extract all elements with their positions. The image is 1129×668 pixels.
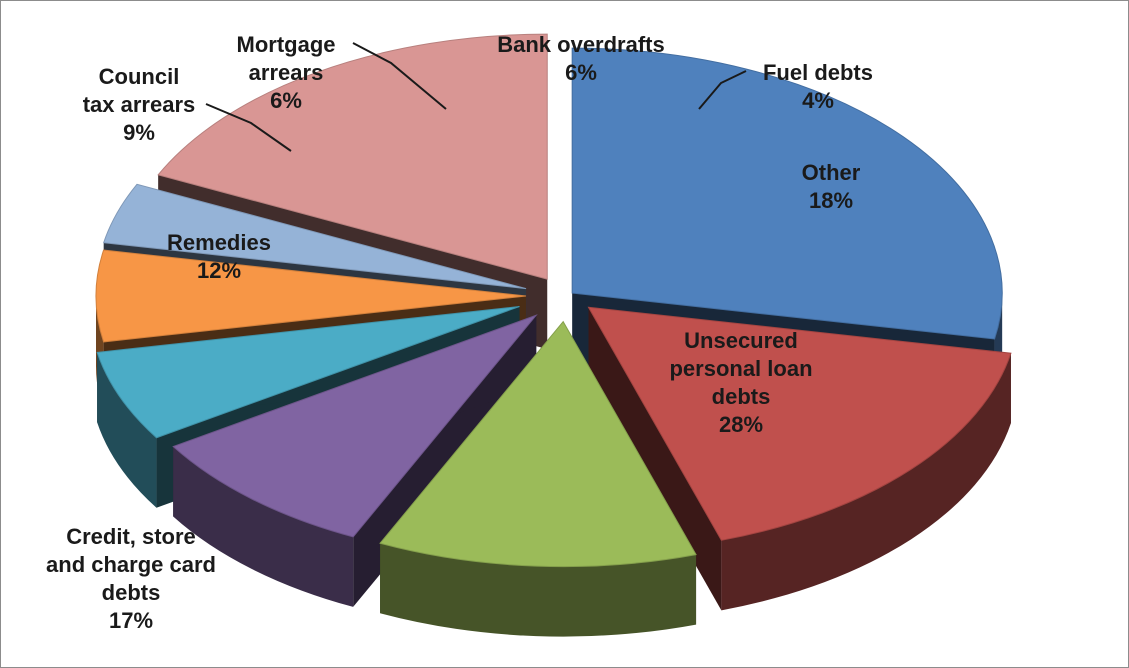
label-percent: 6% <box>270 88 302 113</box>
label-name: Remedies <box>167 230 271 255</box>
slice-remedies <box>379 320 697 568</box>
label-name: Unsecured personal loan debts <box>669 328 813 409</box>
label-other: Other 18% <box>771 159 891 215</box>
slice-side-council <box>173 446 354 607</box>
label-credit: Credit, store and charge card debts 17% <box>21 523 241 635</box>
slice-mortgage <box>96 305 520 439</box>
leader-lines <box>205 42 747 152</box>
slice-side-mortgage <box>97 352 157 508</box>
label-bank: Bank overdrafts 6% <box>471 31 691 87</box>
leader-line-mortgage <box>352 42 447 110</box>
slice-fuel <box>103 183 527 290</box>
label-percent: 4% <box>802 88 834 113</box>
label-percent: 17% <box>108 608 154 633</box>
label-unsecured: Unsecured personal loan debts 28% <box>641 327 841 439</box>
slice-bank <box>95 249 527 343</box>
label-percent: 6% <box>565 60 597 85</box>
slice-other <box>157 33 548 280</box>
label-name: Fuel debts <box>762 60 873 85</box>
label-percent: 18% <box>808 188 854 213</box>
pie-top-faces <box>95 33 1012 568</box>
label-name: Council tax arrears <box>82 64 196 117</box>
label-name: Other <box>801 160 861 185</box>
label-percent: 12% <box>196 258 242 283</box>
leader-line-fuel <box>698 70 747 110</box>
slice-side-credit <box>721 353 1011 611</box>
label-percent: 28% <box>718 412 764 437</box>
label-mortgage: Mortgage arrears 6% <box>216 31 356 115</box>
slice-wall-credit-1 <box>588 307 722 611</box>
slice-side-remedies <box>380 543 697 637</box>
label-council: Council tax arrears 9% <box>59 63 219 147</box>
label-name: Mortgage arrears <box>236 32 336 85</box>
slice-council <box>172 314 538 538</box>
slice-unsecured <box>571 47 1003 340</box>
label-percent: 9% <box>123 120 155 145</box>
leader-line-council <box>205 103 292 152</box>
label-name: Bank overdrafts <box>497 32 665 57</box>
slice-credit <box>587 306 1012 541</box>
label-fuel: Fuel debts 4% <box>743 59 893 115</box>
label-name: Credit, store and charge card debts <box>46 524 216 605</box>
label-remedies: Remedies 12% <box>149 229 289 285</box>
